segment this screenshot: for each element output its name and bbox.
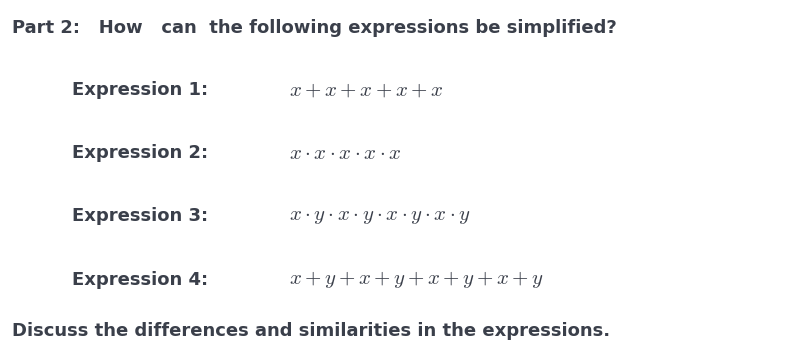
Text: Expression 4:: Expression 4: — [72, 271, 208, 289]
Text: $x \cdot y \cdot x \cdot y \cdot x \cdot y \cdot x \cdot y$: $x \cdot y \cdot x \cdot y \cdot x \cdot… — [289, 207, 471, 226]
Text: Expression 1:: Expression 1: — [72, 81, 208, 99]
Text: Part 2:   How   can  the following expressions be simplified?: Part 2: How can the following expression… — [12, 19, 616, 37]
Text: Expression 3:: Expression 3: — [72, 207, 208, 226]
Text: Discuss the differences and similarities in the expressions.: Discuss the differences and similarities… — [12, 322, 609, 340]
Text: Expression 2:: Expression 2: — [72, 144, 208, 162]
Text: $x + x + x + x + x$: $x + x + x + x + x$ — [289, 80, 443, 100]
Text: $x \cdot x \cdot x \cdot x \cdot x$: $x \cdot x \cdot x \cdot x \cdot x$ — [289, 143, 402, 163]
Text: $x + y + x + y + x + y + x + y$: $x + y + x + y + x + y + x + y$ — [289, 269, 544, 290]
